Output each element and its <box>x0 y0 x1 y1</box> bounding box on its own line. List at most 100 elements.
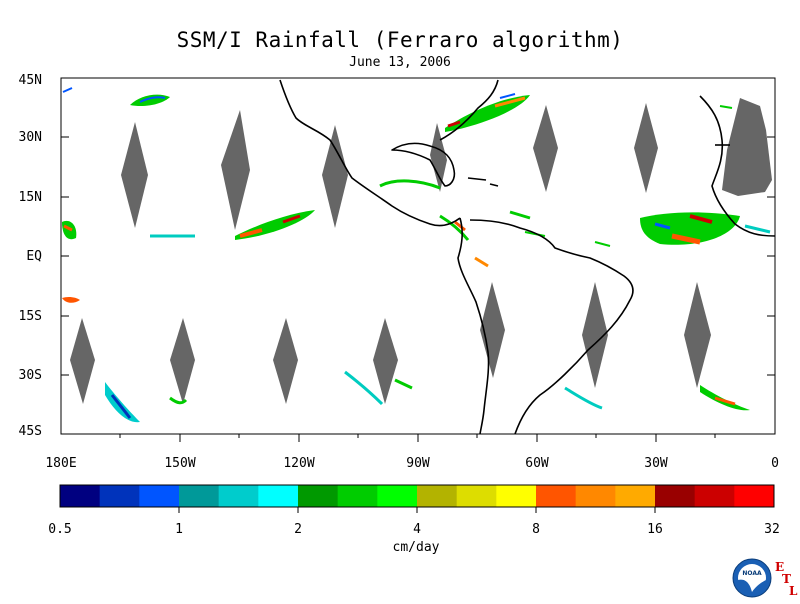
lon-label-0: 0 <box>771 456 779 471</box>
lat-label-30n: 30N <box>18 130 42 145</box>
colorbar-cell <box>417 485 458 507</box>
colorbar-ticks <box>178 507 656 513</box>
rain-patch <box>439 214 470 241</box>
no-data-gap <box>273 318 298 404</box>
no-data-gaps <box>70 98 772 404</box>
rain-patch <box>379 179 441 190</box>
colorbar-cell <box>536 485 577 507</box>
rain-patch <box>671 233 701 245</box>
no-data-gap <box>70 318 95 404</box>
rain-patch <box>640 212 740 245</box>
colorbar-cell <box>615 485 656 507</box>
colorbar-cell <box>218 485 259 507</box>
colorbar-unit-label: cm/day <box>392 540 440 555</box>
colorbar <box>59 484 775 513</box>
rain-patch <box>689 214 713 224</box>
rain-patch <box>714 396 736 406</box>
colorbar-cell <box>139 485 180 507</box>
colorbar-cell <box>337 485 378 507</box>
rain-patch <box>719 105 733 109</box>
colorbar-cell <box>377 485 418 507</box>
rain-patch <box>139 96 166 103</box>
lon-label-150w: 150W <box>164 456 196 471</box>
rain-patch <box>654 222 671 230</box>
rain-patch <box>394 378 413 390</box>
no-data-gap <box>322 125 348 228</box>
axis-ticks <box>61 136 775 442</box>
no-data-gap <box>170 318 195 404</box>
colorbar-label-2: 2 <box>294 522 302 537</box>
rain-patch <box>564 386 603 410</box>
map-title: SSM/I Rainfall (Ferraro algorithm) <box>176 28 624 52</box>
no-data-gap <box>684 282 711 388</box>
lon-label-30w: 30W <box>644 456 668 471</box>
rain-patch <box>494 96 526 108</box>
colorbar-label-1: 1 <box>175 522 183 537</box>
rain-patch <box>169 396 188 405</box>
no-data-gap <box>373 318 398 404</box>
colorbar-label-4: 4 <box>413 522 421 537</box>
colorbar-cell <box>694 485 735 507</box>
no-data-gap <box>634 103 658 193</box>
colorbar-svg <box>59 484 775 513</box>
rain-patch <box>594 241 611 247</box>
colorbar-cell <box>456 485 497 507</box>
rain-patch <box>62 296 80 303</box>
rain-patch <box>700 385 750 411</box>
colorbar-label-8: 8 <box>532 522 540 537</box>
rain-patch <box>447 120 461 128</box>
rain-patch <box>105 382 140 423</box>
map-date-subtitle: June 13, 2006 <box>349 55 451 70</box>
rain-patch <box>344 370 384 406</box>
no-data-gap <box>430 123 447 192</box>
colorbar-cell <box>99 485 140 507</box>
colorbar-cell <box>60 485 101 507</box>
etl-letter-e: E <box>775 560 785 574</box>
rain-patch <box>454 220 466 232</box>
coastline-north-america-atlantic <box>439 79 499 141</box>
svg-text:NOAA: NOAA <box>742 570 762 577</box>
coastline-caribbean-islands <box>467 177 499 187</box>
noaa-logo-icon: NOAA <box>732 558 772 598</box>
coastline-north-america-pacific <box>279 79 461 227</box>
rain-patch <box>239 228 263 238</box>
rain-patch <box>509 210 531 220</box>
coastline-south-america-east <box>469 219 634 435</box>
coastlines <box>279 79 776 435</box>
lon-label-180e: 180E <box>45 456 77 471</box>
no-data-gap <box>533 105 558 192</box>
lon-label-90w: 90W <box>406 456 430 471</box>
rain-patch <box>110 394 132 419</box>
colorbar-cell <box>258 485 299 507</box>
rain-patch <box>445 95 530 132</box>
rain-patch <box>63 224 73 232</box>
coastline-south-america-west <box>457 217 490 435</box>
lat-label-15s: 15S <box>18 309 42 324</box>
no-data-gap <box>582 282 608 388</box>
etl-letter-t: T <box>782 572 791 586</box>
lon-label-60w: 60W <box>525 456 549 471</box>
lat-label-eq: EQ <box>26 249 42 264</box>
colorbar-cells <box>60 485 775 507</box>
no-data-gap <box>121 122 148 228</box>
rain-patch <box>499 93 516 99</box>
no-data-gap <box>221 110 250 230</box>
lat-label-30s: 30S <box>18 368 42 383</box>
rain-patch <box>744 224 771 234</box>
colorbar-cell <box>575 485 616 507</box>
rain-patch <box>62 87 73 93</box>
no-data-gap <box>480 282 505 378</box>
colorbar-cell <box>179 485 220 507</box>
colorbar-label-0.5: 0.5 <box>48 522 72 537</box>
rain-patch <box>524 231 546 237</box>
rain-patches <box>62 87 771 423</box>
coastline-africa-west <box>699 95 776 237</box>
lat-label-45s: 45S <box>18 424 42 439</box>
rain-patch <box>474 256 489 268</box>
rain-patch <box>282 214 301 224</box>
etl-letter-l: L <box>789 584 798 598</box>
lat-label-45n: 45N <box>18 73 42 88</box>
colorbar-label-32: 32 <box>764 522 780 537</box>
